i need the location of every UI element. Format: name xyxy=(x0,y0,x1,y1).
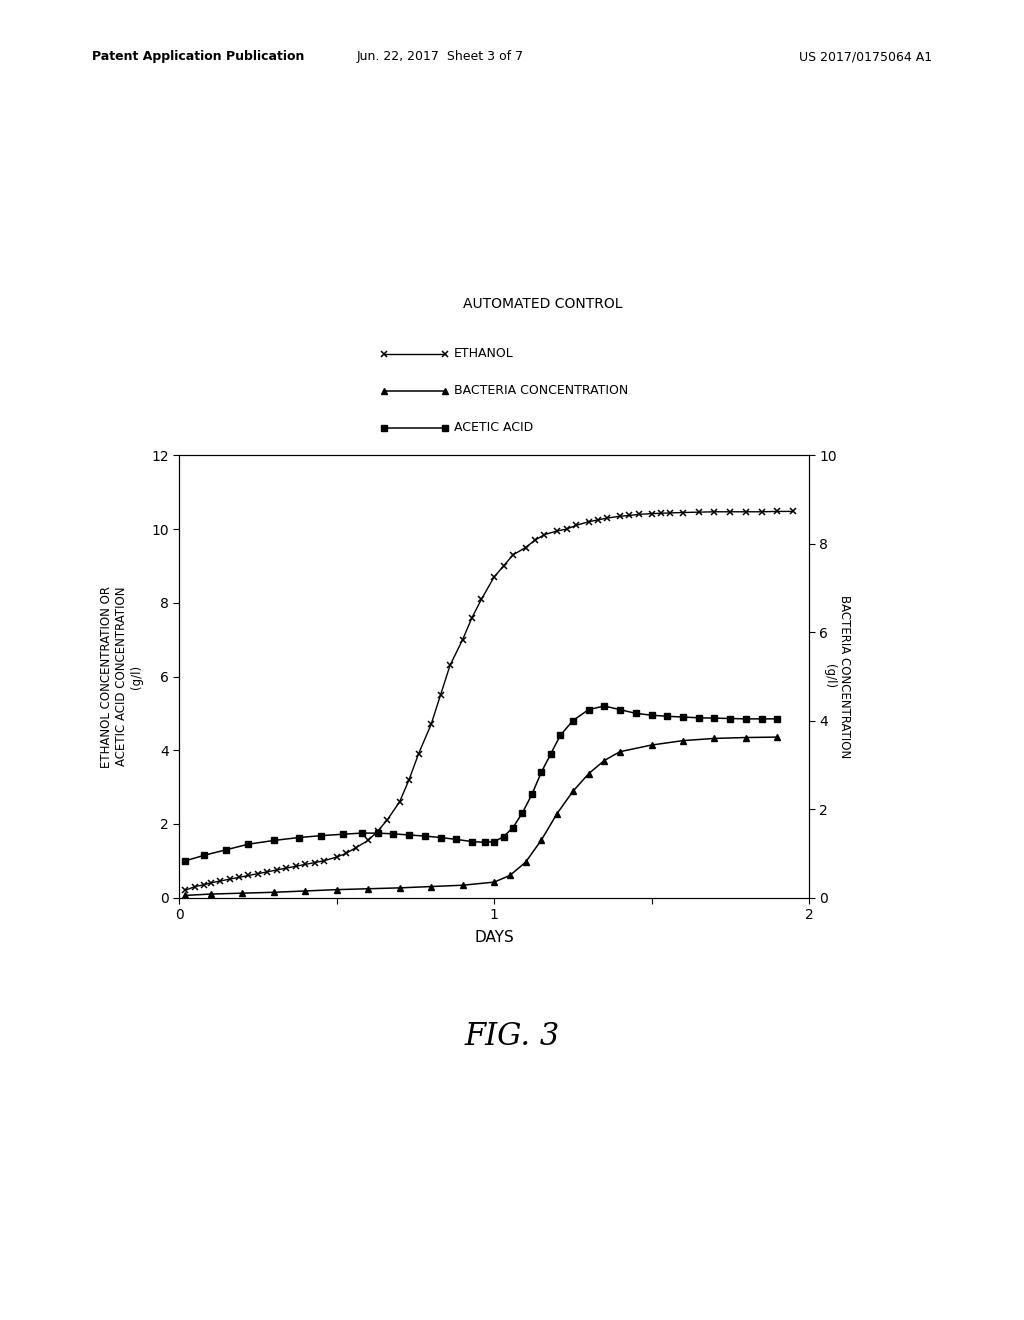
Text: AUTOMATED CONTROL: AUTOMATED CONTROL xyxy=(463,297,623,310)
Text: FIG. 3: FIG. 3 xyxy=(464,1020,560,1052)
Y-axis label: ETHANOL CONCENTRATION OR
ACETIC ACID CONCENTRATION
(g/l): ETHANOL CONCENTRATION OR ACETIC ACID CON… xyxy=(99,586,142,767)
Text: Jun. 22, 2017  Sheet 3 of 7: Jun. 22, 2017 Sheet 3 of 7 xyxy=(356,50,524,63)
X-axis label: DAYS: DAYS xyxy=(474,931,514,945)
Text: BACTERIA CONCENTRATION: BACTERIA CONCENTRATION xyxy=(454,384,628,397)
Text: US 2017/0175064 A1: US 2017/0175064 A1 xyxy=(799,50,932,63)
Y-axis label: BACTERIA CONCENTRATION
(g/l): BACTERIA CONCENTRATION (g/l) xyxy=(823,595,851,758)
Text: ACETIC ACID: ACETIC ACID xyxy=(454,421,532,434)
Text: ETHANOL: ETHANOL xyxy=(454,347,513,360)
Text: Patent Application Publication: Patent Application Publication xyxy=(92,50,304,63)
